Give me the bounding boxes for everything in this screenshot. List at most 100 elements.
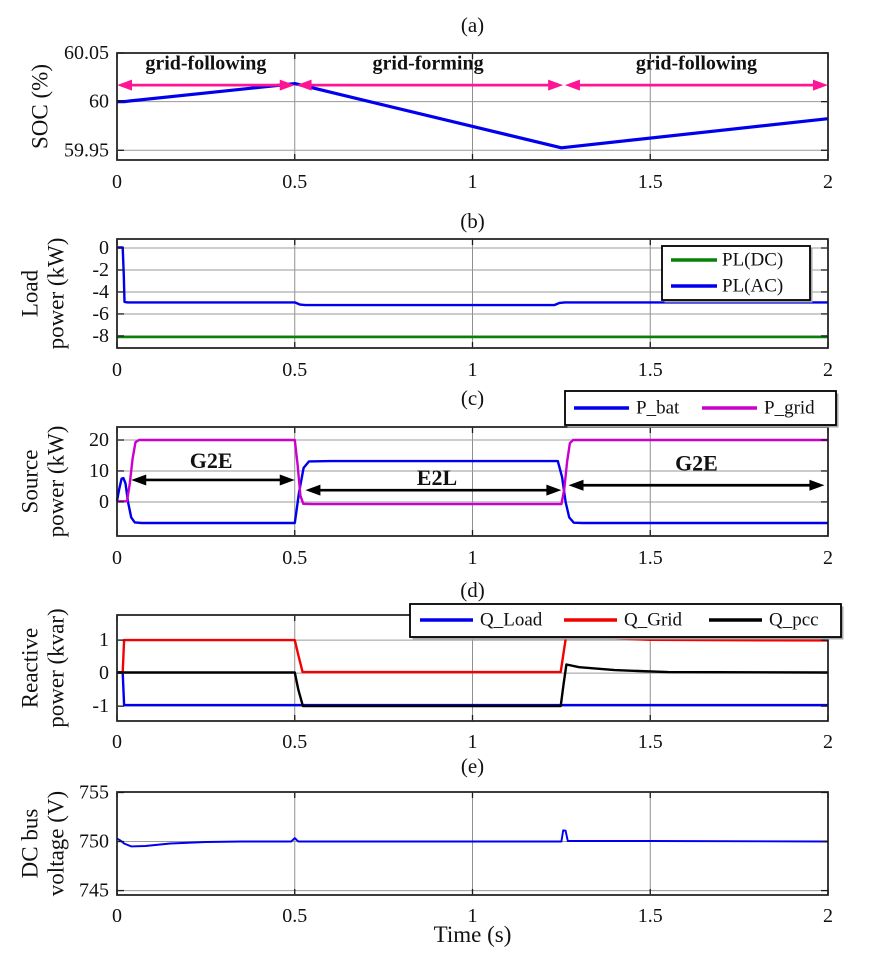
panel-a-tick-labels: 0 0.5 1 1.5 2 59.95 60 60.05 [64,42,833,193]
panel-c-ylabel: Source power (kW) [18,426,69,538]
series-Q_pcc [117,663,829,708]
y-tick-label: 0 [99,662,109,684]
x-tick-label: 0.5 [282,171,307,193]
panel-e-series [116,829,829,848]
annotation-label: G2E [675,451,718,476]
panel-e-axes-box [116,791,829,896]
panel-a-axes-box [116,52,829,161]
x-tick-label: 1 [468,731,478,753]
panel-b-legend: PL(DC) PL(AC) [661,245,813,303]
svg-text:Reactive: Reactive [18,628,43,708]
panel-b-title: (b) [460,209,485,233]
panel-c-axes-box [116,426,829,537]
panel-b-ylabel: Load power (kW) [18,238,69,350]
x-tick-label: 2 [823,547,833,569]
svg-text:Source: Source [18,450,43,514]
legend-entry-label: Q_Grid [624,610,683,631]
panel-c-grid [117,427,828,536]
svg-text:Load: Load [18,269,43,317]
panel-a-annotations: grid-following grid-forming grid-following [117,53,828,91]
y-tick-label: 750 [79,831,109,853]
x-tick-label: 1.5 [638,359,663,381]
x-tick-label: 1 [468,905,478,927]
panel-b-tickmarks [116,240,829,347]
x-tick-label: 0 [112,359,122,381]
x-tick-label: 1 [468,547,478,569]
panel-b-tick-labels: 0 0.5 1 1.5 20-2-4-6-8 [92,237,833,381]
panel-d-ylabel: Reactive power (kvar) [18,608,69,727]
y-tick-label: 745 [79,880,109,902]
x-tick-label: 2 [823,359,833,381]
y-tick-label: 10 [89,460,109,482]
panel-d-tick-labels: 0 0.5 1 1.5 210-1 [92,629,833,753]
x-tick-label: 2 [823,905,833,927]
x-tick-label: 0 [112,171,122,193]
panel-b-axes-box [116,238,829,349]
annotation-label: G2E [190,448,233,473]
y-tick-label: -6 [92,303,109,325]
panel-c-legend: P_bat P_grid [564,390,839,428]
y-tick-label: -2 [92,259,109,281]
series-Vdc [116,829,829,848]
x-tick-label: 0 [112,547,122,569]
y-tick-label: 755 [79,781,109,803]
svg-text:power (kvar): power (kvar) [44,608,69,727]
svg-text:DC bus: DC bus [18,809,43,879]
x-tick-label: 1 [468,359,478,381]
y-tick-label: 0 [99,237,109,259]
y-tick-label: 60 [89,91,109,113]
legend-entry-label: PL(DC) [722,250,783,271]
y-tick-label: -8 [92,325,109,347]
svg-text:power (kW): power (kW) [44,426,69,538]
x-tick-label: 0 [112,905,122,927]
x-tick-label: 0.5 [282,547,307,569]
panel-d: 0 0.5 1 1.5 210-1(d)Reactive power (kvar) Q_Lo… [18,578,844,753]
y-tick-label: 59.95 [64,139,109,161]
panel-e-title: (e) [461,754,484,778]
series-Q_Grid [117,633,829,674]
panel-c-annotations: G2E E2L G2E [131,448,825,496]
legend-entry-label: P_grid [764,398,815,419]
series-P_grid [117,438,828,506]
panel-a: 0 0.5 1 1.5 2 59.95 60 60.05 (a) SOC (%) grid-foll… [28,13,834,193]
legend-entry-label: Q_Load [480,610,543,631]
y-tick-label: 1 [99,629,109,651]
panel-e: 0 0.5 1 1.5 2 755 750 745 (e) DC bus voltage (V) [18,754,834,927]
svg-text:power (kW): power (kW) [44,238,69,350]
svg-text:SOC (%): SOC (%) [28,64,53,149]
y-tick-label: 20 [89,429,109,451]
x-tick-label: 1.5 [638,731,663,753]
panel-a-ylabel: SOC (%) [28,64,53,149]
x-tick-label: 0.5 [282,905,307,927]
x-tick-label: 1.5 [638,547,663,569]
legend-entry-label: PL(AC) [722,276,783,297]
panel-c-tickmarks [116,428,829,535]
annotation-label: grid-forming [373,53,484,75]
x-tick-label: 1.5 [638,905,663,927]
x-tick-label: 0.5 [282,359,307,381]
x-tick-label: 2 [823,171,833,193]
panel-a-title: (a) [461,13,484,37]
x-tick-label: 1.5 [638,171,663,193]
panel-e-tickmarks [116,791,829,894]
panel-b: 0 0.5 1 1.5 20-2-4-6-8(b)Load power (kW) PL(DC… [18,209,834,381]
panel-c-title: (c) [461,386,484,410]
y-tick-label: -4 [92,281,109,303]
x-tick-label: 0.5 [282,731,307,753]
annotation-label: E2L [417,465,457,490]
panel-e-tick-labels: 0 0.5 1 1.5 2 755 750 745 [79,781,833,927]
y-tick-label: -1 [92,695,109,717]
legend-entry-label: P_bat [636,398,680,419]
panel-d-legend: Q_Load Q_Grid Q_pcc [409,603,844,640]
y-tick-label: 60.05 [64,42,109,64]
panel-a-tickmarks [116,52,829,159]
x-axis-label: Time (s) [433,922,512,947]
panel-b-series [117,246,828,339]
panel-a-grid [117,53,828,160]
panel-c-series [115,438,828,525]
panel-e-grid [117,792,828,895]
panel-e-ylabel: DC bus voltage (V) [18,791,69,896]
